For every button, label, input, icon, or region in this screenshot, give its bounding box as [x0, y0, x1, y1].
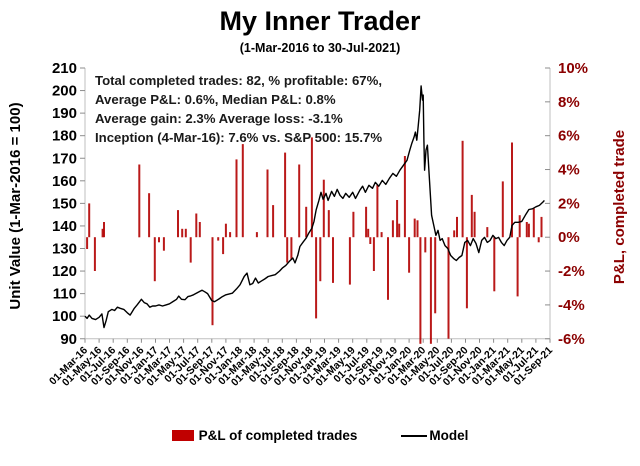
- annotation-line-4: Inception (4-Mar-16): 7.6% vs. S&P 500: …: [95, 130, 383, 145]
- chart-legend: P&L of completed trades Model: [0, 428, 640, 443]
- chart-title: My Inner Trader: [219, 6, 421, 36]
- svg-text:4%: 4%: [558, 162, 580, 179]
- svg-text:210: 210: [52, 60, 77, 77]
- stats-annotation: Total completed trades: 82, % profitable…: [95, 71, 425, 147]
- annotation-line-1: Total completed trades: 82, % profitable…: [95, 73, 383, 88]
- legend-item-pnl: P&L of completed trades: [171, 428, 358, 443]
- svg-text:200: 200: [52, 83, 77, 100]
- svg-text:120: 120: [52, 263, 77, 280]
- svg-text:160: 160: [52, 173, 77, 190]
- svg-text:190: 190: [52, 105, 77, 122]
- svg-text:130: 130: [52, 241, 77, 258]
- legend-item-model: Model: [401, 428, 468, 443]
- svg-text:-6%: -6%: [558, 331, 585, 348]
- annotation-line-2: Average P&L: 0.6%, Median P&L: 0.8%: [95, 92, 336, 107]
- legend-label-model: Model: [429, 428, 469, 443]
- svg-text:-4%: -4%: [558, 297, 585, 314]
- svg-text:-2%: -2%: [558, 263, 585, 280]
- svg-text:8%: 8%: [558, 94, 580, 111]
- svg-text:90: 90: [60, 331, 77, 348]
- svg-text:10%: 10%: [558, 60, 588, 77]
- svg-text:110: 110: [53, 286, 77, 303]
- svg-text:6%: 6%: [558, 128, 580, 145]
- svg-text:140: 140: [52, 218, 77, 235]
- model-line-swatch-icon: [401, 434, 428, 437]
- annotation-line-3: Average gain: 2.3% Average loss: -3.1%: [95, 111, 343, 126]
- svg-text:2%: 2%: [558, 195, 580, 212]
- svg-text:180: 180: [52, 128, 77, 145]
- svg-text:150: 150: [52, 195, 77, 212]
- legend-label-pnl: P&L of completed trades: [198, 428, 358, 443]
- svg-text:0%: 0%: [558, 229, 580, 246]
- chart-subtitle: (1-Mar-2016 to 30-Jul-2021): [239, 41, 401, 55]
- svg-text:170: 170: [52, 150, 77, 167]
- pnl-bar-swatch-icon: [171, 430, 194, 441]
- svg-text:100: 100: [52, 308, 77, 325]
